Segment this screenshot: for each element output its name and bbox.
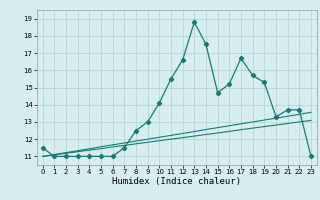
X-axis label: Humidex (Indice chaleur): Humidex (Indice chaleur) xyxy=(112,177,241,186)
